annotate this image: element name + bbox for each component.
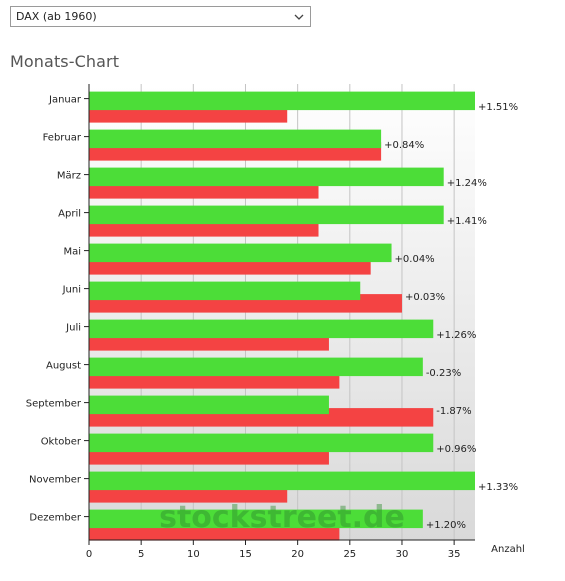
change-annotation: -0.23%	[426, 368, 461, 379]
change-annotation: +0.04%	[395, 254, 435, 265]
category-label: April	[58, 209, 81, 220]
index-select-value: DAX (ab 1960)	[16, 10, 97, 23]
x-tick-label: 15	[239, 549, 252, 560]
change-annotation: +1.41%	[447, 216, 487, 227]
x-tick-label: 10	[187, 549, 200, 560]
category-label: Oktober	[41, 437, 82, 448]
bar-up	[89, 243, 392, 263]
bar-up	[89, 395, 329, 415]
bar-up	[89, 167, 444, 187]
category-label: Januar	[48, 95, 82, 106]
change-annotation: +1.24%	[447, 178, 487, 189]
category-label: September	[26, 399, 82, 410]
x-tick-label: 0	[86, 549, 92, 560]
watermark-text: stockstreet.de	[159, 500, 405, 535]
change-annotation: +1.51%	[478, 102, 518, 113]
change-annotation: +0.84%	[384, 140, 424, 151]
bar-up	[89, 129, 382, 149]
change-annotation: +0.96%	[436, 444, 476, 455]
category-label: März	[57, 171, 81, 182]
x-axis-label: Anzahl	[491, 544, 525, 555]
change-annotation: +1.33%	[478, 482, 518, 493]
x-tick-label: 30	[396, 549, 409, 560]
category-label: Juli	[65, 323, 81, 334]
category-label: Dezember	[29, 513, 81, 524]
bar-up	[89, 471, 475, 491]
x-tick-label: 35	[448, 549, 461, 560]
category-label: August	[46, 361, 81, 372]
change-annotation: -1.87%	[436, 406, 471, 417]
index-select[interactable]: DAX (ab 1960)	[10, 6, 311, 27]
bar-up	[89, 91, 475, 111]
bar-up	[89, 319, 434, 339]
category-label: Mai	[63, 247, 81, 258]
change-annotation: +1.20%	[426, 520, 466, 531]
chevron-down-icon	[294, 14, 304, 20]
category-label: November	[29, 475, 82, 486]
page-title: Monats-Chart	[10, 52, 120, 71]
x-tick-label: 25	[343, 549, 356, 560]
bar-up	[89, 205, 444, 225]
bar-up	[89, 281, 361, 301]
x-tick-label: 20	[291, 549, 304, 560]
bar-up	[89, 433, 434, 453]
category-label: Februar	[43, 133, 82, 144]
bar-up	[89, 357, 423, 377]
change-annotation: +1.26%	[436, 330, 476, 341]
category-label: Juni	[62, 285, 81, 296]
change-annotation: +0.03%	[405, 292, 445, 303]
x-tick-label: 5	[138, 549, 144, 560]
bar-up	[89, 509, 423, 529]
